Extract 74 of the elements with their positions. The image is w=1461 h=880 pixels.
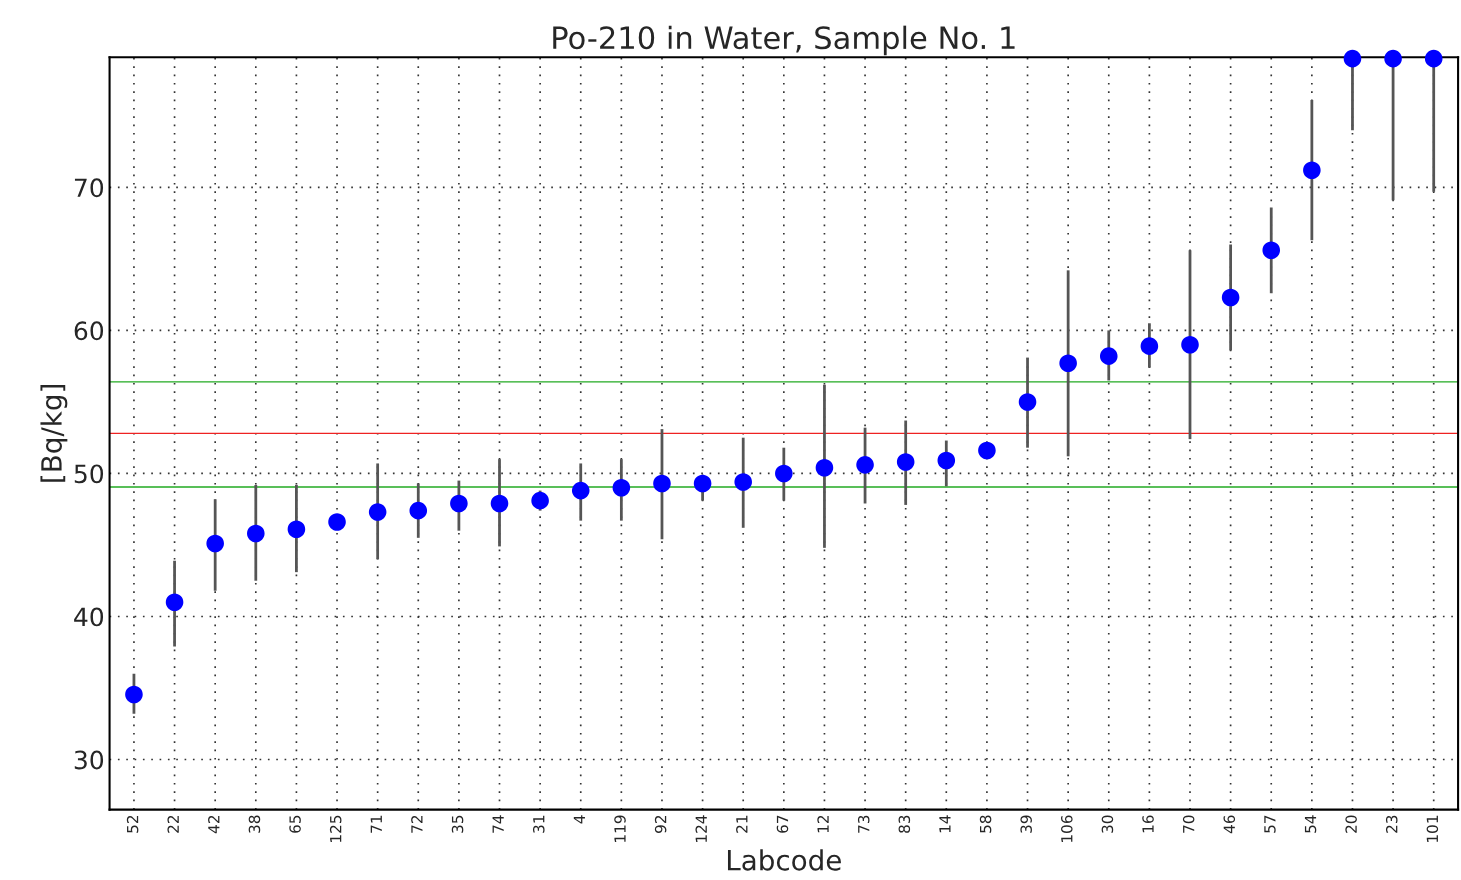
point	[571, 481, 590, 500]
point	[531, 491, 549, 510]
x-tick-label: 31	[533, 815, 545, 833]
point	[978, 441, 996, 460]
x-tick-label: 23	[1385, 815, 1398, 833]
x-tick-label: 125	[329, 815, 342, 842]
x-tick-label: 58	[979, 815, 992, 833]
point	[1140, 337, 1159, 355]
point	[287, 520, 306, 539]
point	[1059, 354, 1077, 373]
point	[490, 494, 509, 513]
x-tick-label: 67	[776, 815, 789, 833]
x-tick-label: 119	[614, 815, 626, 842]
x-tick-label: 65	[289, 815, 301, 833]
x-tick-label: 83	[898, 815, 911, 833]
point	[734, 473, 752, 491]
x-tick-label: 92	[654, 815, 667, 833]
point	[896, 453, 915, 471]
y-tick-label: 60	[74, 321, 104, 341]
x-tick-label: 46	[1223, 815, 1236, 834]
point	[1018, 393, 1037, 411]
point	[1262, 241, 1281, 260]
x-tick-label: 74	[492, 815, 504, 833]
point	[125, 685, 143, 704]
point	[693, 474, 712, 493]
x-tick-label: 71	[370, 815, 382, 833]
x-tick-label: 101	[1426, 815, 1439, 842]
point	[165, 593, 184, 611]
x-tick-label: 12	[817, 815, 829, 833]
point	[247, 524, 265, 543]
y-axis-title: [Bq/kg]	[40, 385, 68, 482]
x-tick-label: 4	[573, 815, 585, 824]
x-tick-label: 16	[1142, 815, 1154, 833]
y-tick-label: 40	[74, 607, 104, 627]
point	[1303, 161, 1321, 179]
point	[1181, 335, 1199, 354]
point	[1384, 49, 1402, 68]
x-tick-label: 14	[939, 815, 951, 833]
point	[409, 501, 428, 520]
point	[775, 464, 793, 483]
point	[1221, 288, 1240, 307]
x-tick-label: 30	[1101, 815, 1114, 833]
point	[937, 451, 956, 470]
point	[206, 534, 224, 553]
x-tick-label: 21	[736, 815, 748, 833]
x-tick-label: 38	[248, 815, 261, 833]
point	[815, 458, 834, 477]
x-tick-label: 22	[167, 815, 179, 833]
point	[328, 513, 346, 531]
point	[450, 494, 468, 513]
x-tick-label: 52	[126, 815, 139, 833]
y-tick-label: 30	[74, 750, 104, 770]
x-axis-title: Labcode	[727, 849, 841, 871]
x-tick-label: 124	[695, 815, 707, 842]
chart-title: Po-210 in Water, Sample No. 1	[553, 25, 1015, 56]
x-tick-label: 20	[1345, 815, 1357, 833]
x-tick-label: 42	[208, 815, 220, 834]
x-tick-label: 73	[857, 815, 870, 833]
point	[368, 503, 387, 521]
x-tick-label: 35	[451, 815, 464, 833]
point	[1343, 49, 1362, 68]
y-tick-label: 70	[74, 178, 104, 198]
point	[1099, 347, 1118, 365]
x-tick-label: 106	[1061, 815, 1073, 842]
point	[856, 456, 874, 474]
x-tick-label: 39	[1020, 815, 1032, 833]
x-tick-label: 57	[1264, 815, 1276, 833]
point	[653, 474, 671, 493]
y-tick-label: 50	[74, 464, 104, 484]
x-tick-label: 70	[1182, 815, 1195, 833]
x-tick-label: 54	[1304, 815, 1317, 833]
point	[612, 478, 631, 497]
x-tick-label: 72	[411, 815, 423, 833]
point	[1424, 49, 1443, 68]
